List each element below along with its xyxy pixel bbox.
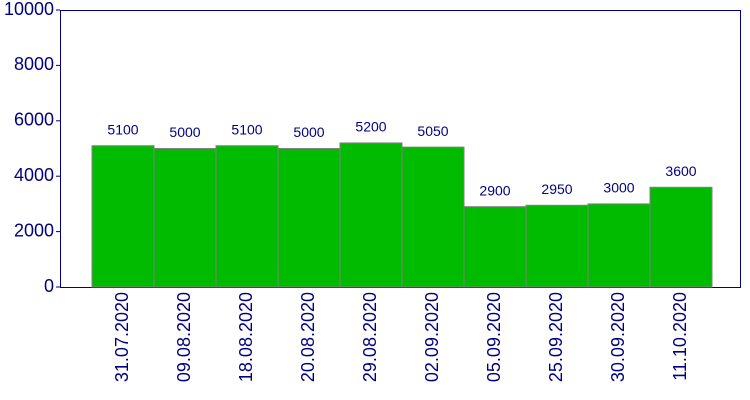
- y-tick-label: 6000: [14, 110, 54, 130]
- bar: [153, 148, 217, 288]
- y-tick-label: 10000: [4, 0, 54, 19]
- x-tick-label: 18.08.2020: [236, 292, 256, 382]
- x-tick-label: 02.09.2020: [422, 292, 442, 382]
- value-label: 2900: [479, 182, 510, 198]
- bar: [463, 206, 527, 288]
- x-tick-label: 11.10.2020: [670, 292, 690, 381]
- y-tick-label: 0: [44, 276, 54, 296]
- x-tick-label: 25.09.2020: [546, 292, 566, 382]
- x-tick-label: 31.07.2020: [112, 292, 132, 382]
- bar: [277, 148, 341, 288]
- bar: [587, 203, 651, 288]
- x-tick-label: 29.08.2020: [360, 292, 380, 382]
- y-tick-label: 8000: [14, 54, 54, 74]
- bar: [215, 145, 279, 288]
- y-tick-label: 4000: [14, 165, 54, 185]
- bar: [91, 145, 155, 288]
- value-label: 3000: [603, 180, 634, 196]
- bar: [525, 204, 589, 288]
- value-label: 5000: [169, 124, 200, 140]
- x-tick-label: 05.09.2020: [484, 292, 504, 382]
- x-tick-label: 09.08.2020: [174, 292, 194, 382]
- value-label: 5100: [107, 121, 138, 137]
- value-label: 3600: [665, 163, 696, 179]
- bar: [649, 186, 713, 288]
- value-label: 5050: [417, 123, 448, 139]
- value-label: 5000: [293, 124, 324, 140]
- x-tick-label: 30.09.2020: [608, 292, 628, 382]
- bar: [401, 146, 465, 288]
- y-tick-label: 2000: [14, 220, 54, 240]
- value-label: 5100: [231, 121, 262, 137]
- value-label: 5200: [355, 119, 386, 135]
- x-tick-label: 20.08.2020: [298, 292, 318, 382]
- bar: [339, 142, 403, 288]
- value-label: 2950: [541, 181, 572, 197]
